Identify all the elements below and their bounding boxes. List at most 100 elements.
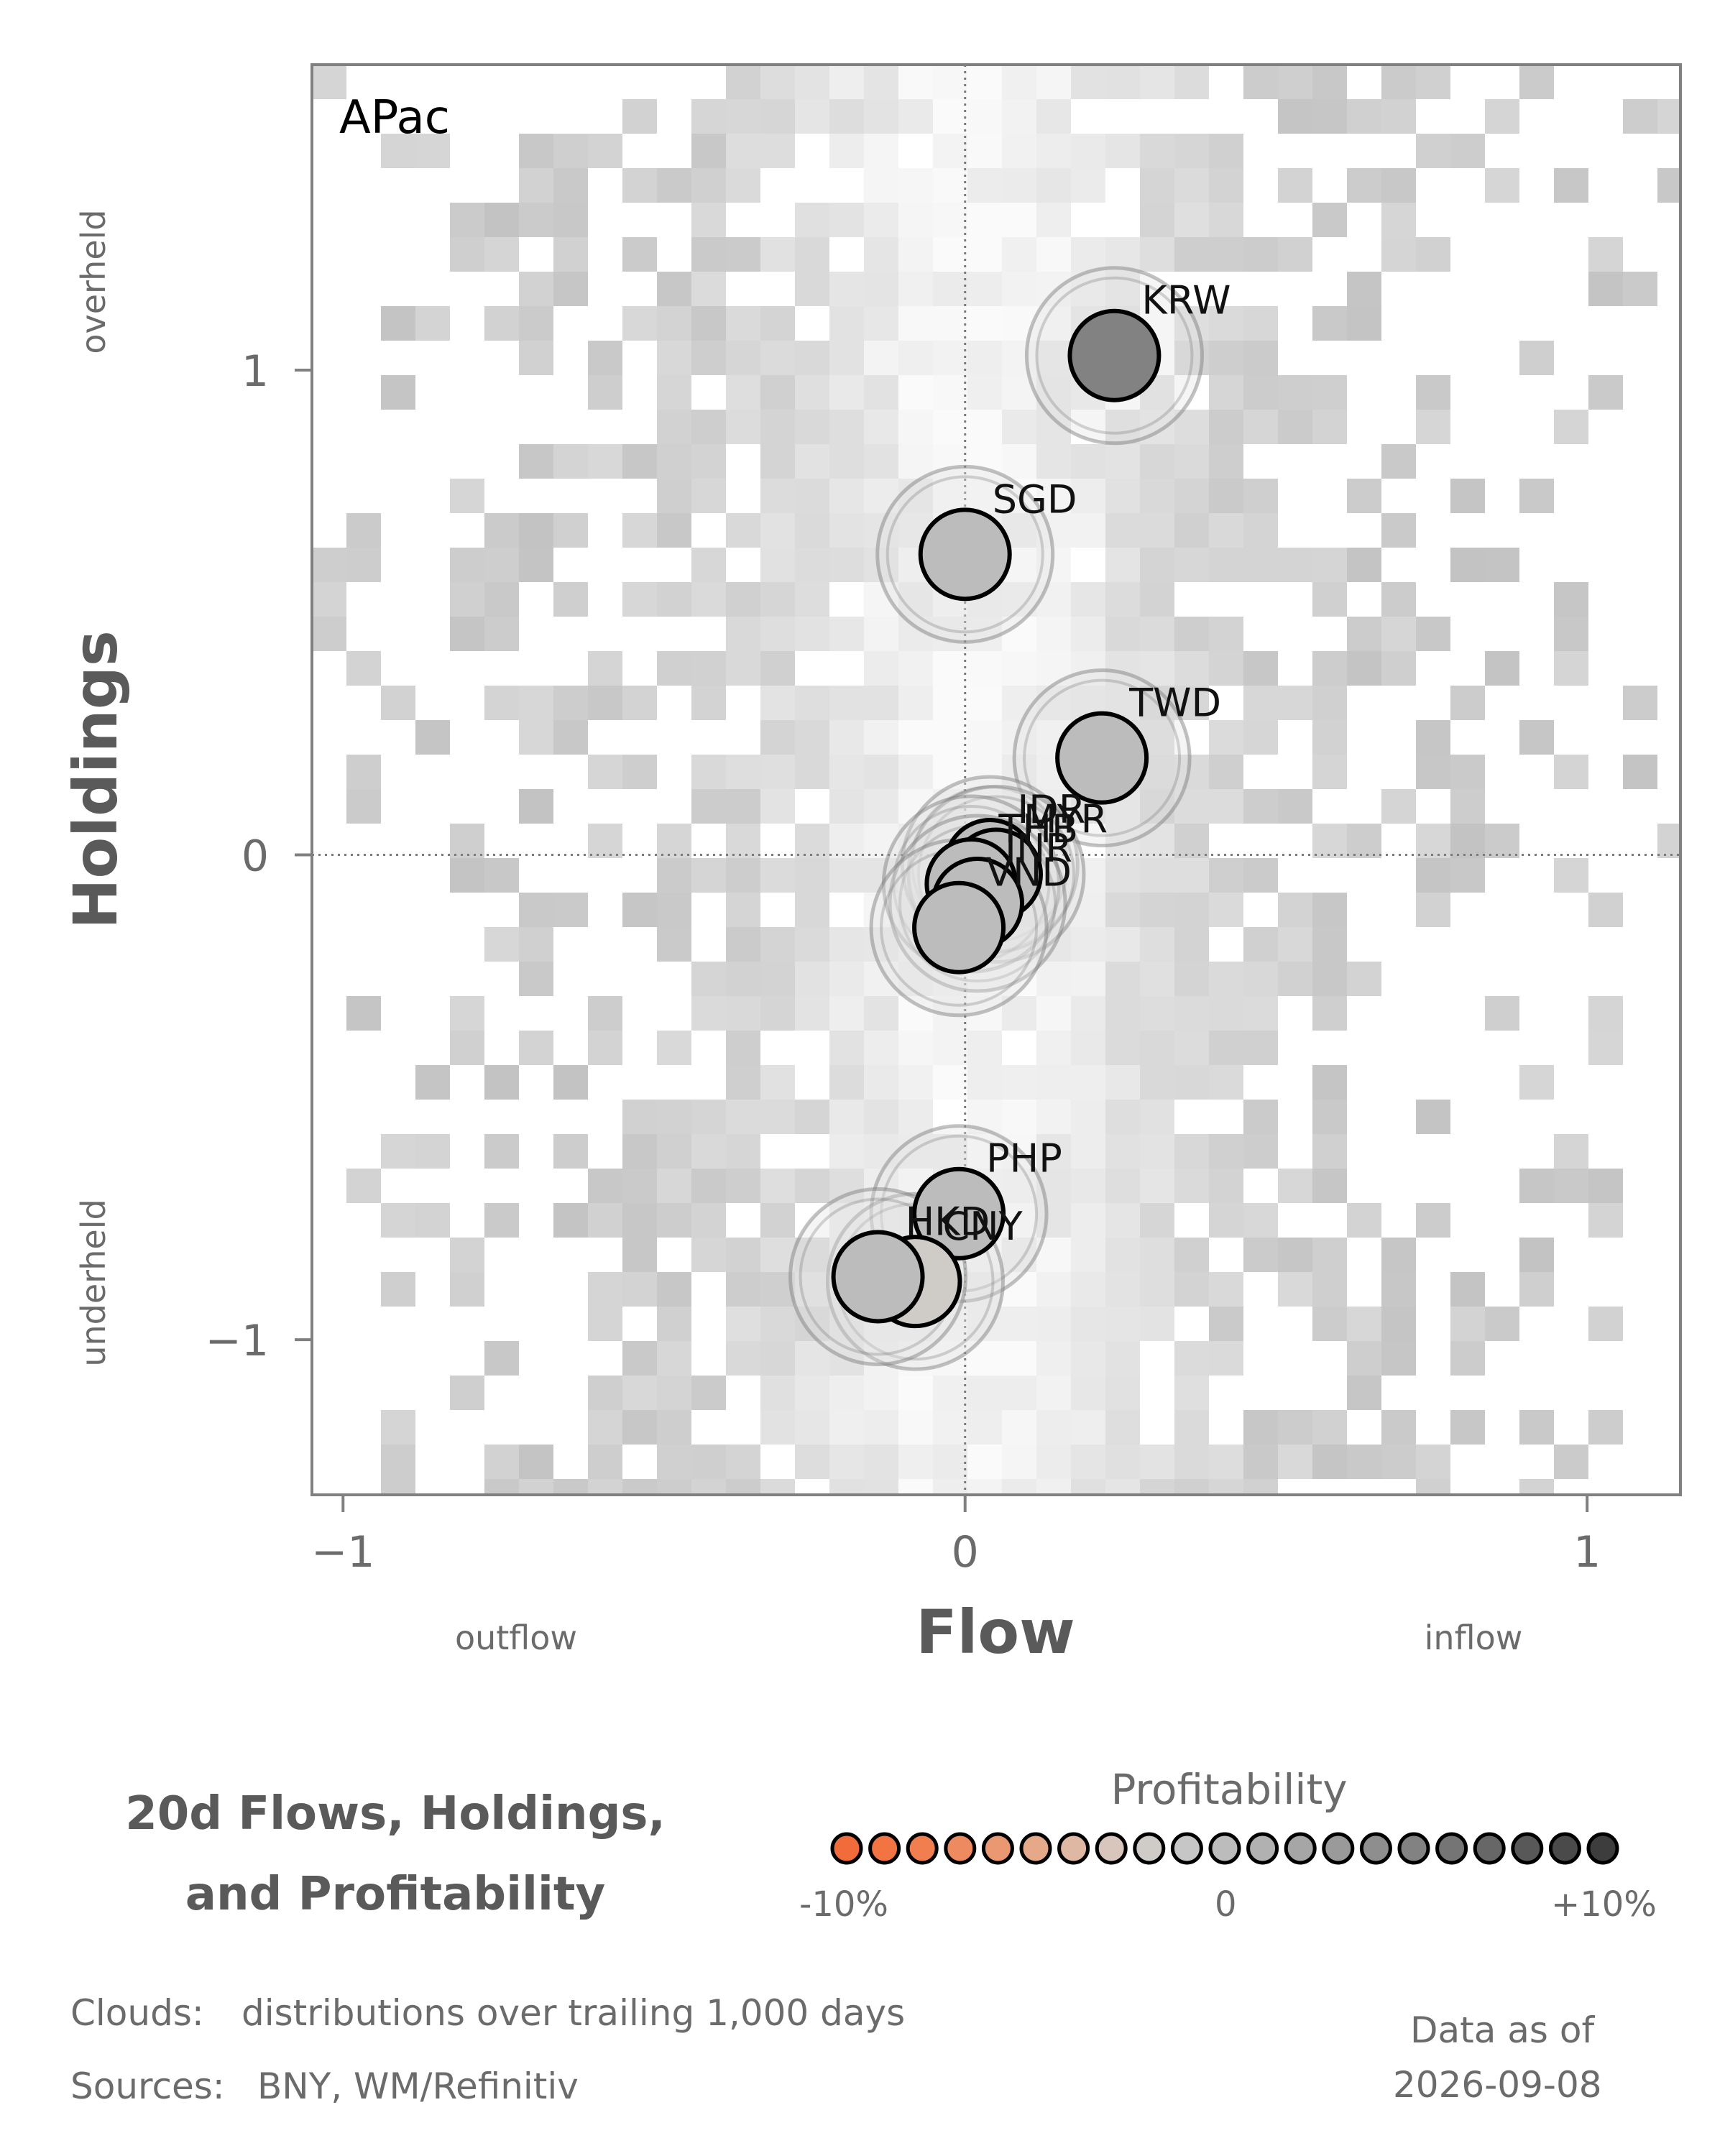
cloud-cell bbox=[622, 1134, 657, 1169]
cloud-cell bbox=[657, 306, 691, 341]
cloud-cell bbox=[1450, 548, 1485, 582]
cloud-cell bbox=[1071, 582, 1105, 617]
cloud-cell bbox=[415, 1203, 450, 1238]
cloud-cell bbox=[657, 1445, 691, 1479]
cloud-cell bbox=[553, 893, 588, 927]
point-label-sgd: SGD bbox=[993, 476, 1077, 522]
cloud-cell bbox=[1036, 1341, 1071, 1376]
cloud-cell bbox=[933, 1410, 967, 1445]
cloud-cell bbox=[1209, 789, 1243, 824]
cloud-cell bbox=[1347, 962, 1381, 996]
cloud-cell bbox=[1243, 1134, 1278, 1169]
cloud-cell bbox=[1381, 444, 1416, 479]
cloud-cell bbox=[346, 755, 381, 789]
cloud-cell bbox=[760, 617, 795, 651]
cloud-cell bbox=[691, 168, 726, 203]
cloud-cell bbox=[726, 1065, 760, 1100]
cloud-cell bbox=[1071, 1376, 1105, 1410]
cloud-cell bbox=[1071, 1341, 1105, 1376]
cloud-cell bbox=[1485, 1307, 1519, 1341]
cloud-cell bbox=[1071, 962, 1105, 996]
cloud-cell bbox=[1554, 1445, 1588, 1479]
cloud-cell bbox=[1243, 962, 1278, 996]
cloud-cell bbox=[726, 168, 760, 203]
cloud-cell bbox=[726, 927, 760, 962]
cloud-cell bbox=[622, 1341, 657, 1376]
cloud-cell bbox=[726, 1100, 760, 1134]
cloud-cell bbox=[1243, 720, 1278, 755]
cloud-cell bbox=[1002, 1065, 1036, 1100]
cloud-cell bbox=[519, 306, 553, 341]
cloud-cell bbox=[657, 582, 691, 617]
cloud-cell bbox=[1588, 237, 1623, 272]
legend-tick-min: -10% bbox=[799, 1884, 888, 1925]
cloud-cell bbox=[1071, 237, 1105, 272]
cloud-cell bbox=[1036, 1376, 1071, 1410]
legend-swatch bbox=[832, 1834, 861, 1863]
cloud-cell bbox=[1243, 927, 1278, 962]
cloud-cell bbox=[1381, 1272, 1416, 1307]
cloud-cell bbox=[657, 1169, 691, 1203]
cloud-cell bbox=[1174, 479, 1209, 513]
cloud-cell bbox=[1140, 1445, 1174, 1479]
cloud-cell bbox=[1209, 513, 1243, 548]
cloud-cell bbox=[898, 755, 933, 789]
cloud-cell bbox=[1243, 65, 1278, 99]
cloud-cell bbox=[1243, 237, 1278, 272]
cloud-cell bbox=[657, 168, 691, 203]
cloud-cell bbox=[1105, 1272, 1140, 1307]
cloud-cell bbox=[760, 134, 795, 168]
cloud-cell bbox=[553, 237, 588, 272]
cloud-cell bbox=[1209, 203, 1243, 237]
cloud-cell bbox=[795, 1410, 829, 1445]
cloud-cell bbox=[622, 1238, 657, 1272]
cloud-cell bbox=[864, 1031, 898, 1065]
cloud-cell bbox=[519, 789, 553, 824]
cloud-cell bbox=[967, 203, 1002, 237]
cloud-cell bbox=[346, 513, 381, 548]
cloud-cell bbox=[691, 203, 726, 237]
cloud-cell bbox=[519, 168, 553, 203]
cloud-cell bbox=[864, 720, 898, 755]
cloud-cell bbox=[622, 99, 657, 134]
cloud-cell bbox=[657, 410, 691, 444]
cloud-cell bbox=[1174, 1238, 1209, 1272]
cloud-cell bbox=[519, 203, 553, 237]
x-tick-label: 0 bbox=[952, 1527, 979, 1577]
cloud-cell bbox=[1450, 134, 1485, 168]
cloud-cell bbox=[1416, 893, 1450, 927]
cloud-cell bbox=[1002, 444, 1036, 479]
cloud-cell bbox=[588, 1169, 622, 1203]
y-tick-label: −1 bbox=[206, 1316, 269, 1366]
cloud-cell bbox=[1209, 755, 1243, 789]
cloud-cell bbox=[691, 651, 726, 686]
cloud-cell bbox=[829, 824, 864, 858]
cloud-cell bbox=[760, 686, 795, 720]
cloud-cell bbox=[553, 720, 588, 755]
cloud-cell bbox=[484, 513, 519, 548]
cloud-cell bbox=[1036, 617, 1071, 651]
cloud-cell bbox=[864, 99, 898, 134]
cloud-cell bbox=[553, 203, 588, 237]
cloud-cell bbox=[933, 375, 967, 410]
y-tick-label: 0 bbox=[242, 831, 269, 882]
cloud-cell bbox=[1071, 996, 1105, 1031]
cloud-cell bbox=[1278, 548, 1312, 582]
cloud-cell bbox=[1174, 962, 1209, 996]
cloud-cell bbox=[1519, 1169, 1554, 1203]
cloud-cell bbox=[553, 272, 588, 306]
cloud-cell bbox=[1105, 1376, 1140, 1410]
cloud-cell bbox=[795, 755, 829, 789]
cloud-cell bbox=[691, 1100, 726, 1134]
cloud-cell bbox=[1243, 789, 1278, 824]
cloud-cell bbox=[1140, 548, 1174, 582]
cloud-cell bbox=[1209, 479, 1243, 513]
cloud-cell bbox=[1071, 1238, 1105, 1272]
cloud-cell bbox=[829, 203, 864, 237]
cloud-cell bbox=[760, 65, 795, 99]
point-label-krw: KRW bbox=[1141, 278, 1230, 323]
cloud-cell bbox=[657, 1410, 691, 1445]
cloud-cell bbox=[691, 272, 726, 306]
cloud-cell bbox=[1174, 893, 1209, 927]
cloud-cell bbox=[933, 1376, 967, 1410]
